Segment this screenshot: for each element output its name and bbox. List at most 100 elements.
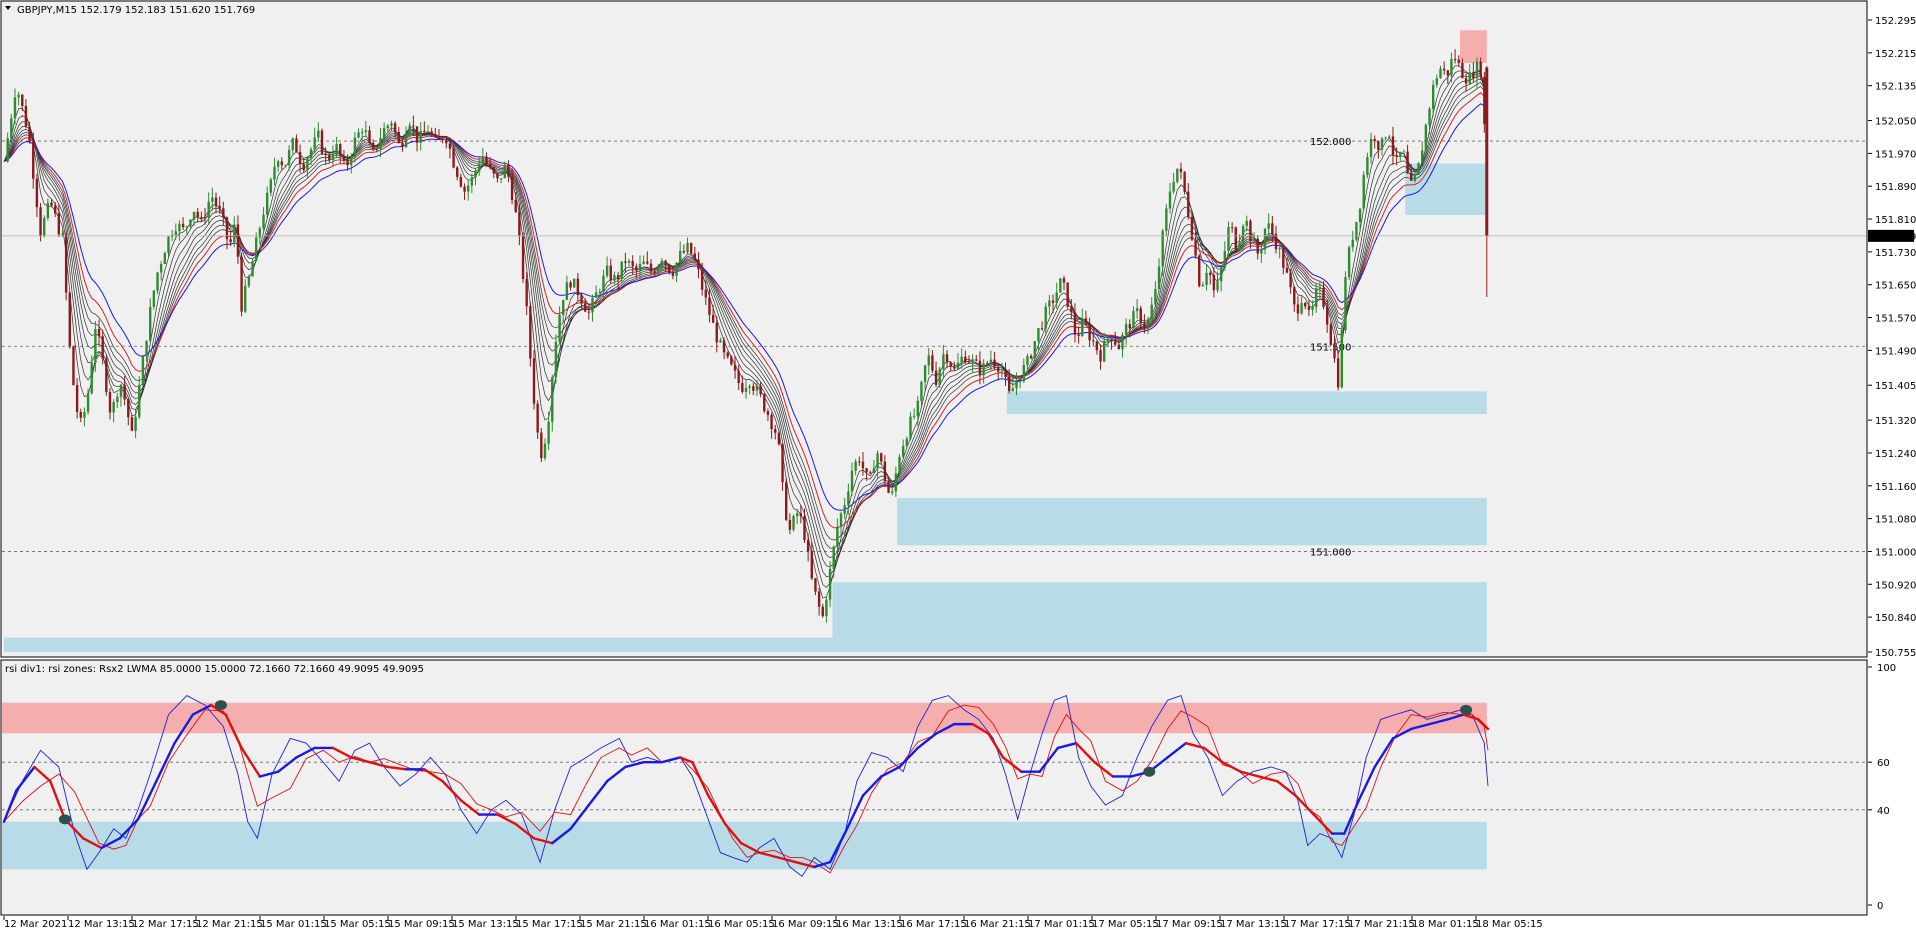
candle-body <box>448 143 452 149</box>
candle-body <box>839 513 843 527</box>
candle-body <box>1417 163 1420 175</box>
candle-body <box>393 123 397 132</box>
price-axis-label: 151.240 <box>1875 449 1916 460</box>
candle-body <box>1066 282 1069 307</box>
candle-body <box>430 131 433 134</box>
time-axis-label: 16 Mar 09:15 <box>772 919 839 930</box>
price-axis-label: 150.755 <box>1875 648 1916 659</box>
candle-body <box>503 164 506 179</box>
price-axis-label: 151.730 <box>1875 248 1916 259</box>
candle-body <box>1336 358 1340 388</box>
candle-body <box>57 213 61 235</box>
candle-body <box>75 385 79 413</box>
candle-body <box>211 197 214 202</box>
candle-body <box>17 94 20 98</box>
candle-body <box>945 354 949 363</box>
candle-body <box>514 199 517 213</box>
rsi-slow-segment <box>81 837 103 850</box>
candle-body <box>638 264 642 271</box>
candle-body <box>1124 324 1128 335</box>
rsi-slow-segment <box>1446 713 1465 721</box>
candle-body <box>971 359 974 363</box>
candle-body <box>324 153 327 155</box>
candle-body <box>434 133 437 137</box>
candle-body <box>412 125 415 127</box>
candle-body <box>1391 136 1395 156</box>
candle-body <box>825 599 828 617</box>
time-axis-label: 17 Mar 09:15 <box>1156 919 1223 930</box>
candle-body <box>112 402 115 413</box>
candle-body <box>196 211 199 217</box>
candle-body <box>573 278 576 288</box>
candle-body <box>72 346 75 386</box>
candle-body <box>108 392 112 413</box>
candle-body <box>763 394 766 412</box>
time-axis-label: 15 Mar 13:15 <box>452 919 519 930</box>
candle-body <box>130 417 134 431</box>
candle-body <box>1369 139 1373 158</box>
candle-body <box>1029 356 1033 359</box>
candle-body <box>1139 308 1142 324</box>
candle-body <box>335 144 338 155</box>
candle-body <box>536 403 539 433</box>
candle-body <box>583 303 587 312</box>
candle-body <box>865 468 868 473</box>
rsi-slow-segment <box>191 703 213 716</box>
candle-body <box>1165 208 1168 231</box>
candle-body <box>10 118 13 139</box>
candle-body <box>1059 278 1062 293</box>
price-axis: 152.295 152.215 152.135 152.050 151.970 151.8… <box>1868 16 1916 659</box>
candle-body <box>276 161 280 167</box>
candle-body <box>309 149 313 159</box>
candle-body <box>777 432 781 445</box>
candle-body <box>1209 272 1212 275</box>
candle-body <box>587 311 591 313</box>
rsi-slow-segment <box>514 822 536 840</box>
candle-body <box>1263 228 1267 250</box>
candle-body <box>214 197 218 206</box>
candle-body <box>174 231 177 235</box>
candle-body <box>1037 328 1040 341</box>
candle-body <box>1238 243 1241 250</box>
candle-body <box>529 306 532 359</box>
candle-body <box>774 429 777 433</box>
rsi-slow-segment <box>551 827 572 845</box>
candle-body <box>689 243 693 254</box>
candle-body <box>554 341 558 378</box>
candle-body <box>1234 227 1237 250</box>
candle-body <box>934 370 938 385</box>
time-axis-label: 15 Mar 05:15 <box>324 919 391 930</box>
candle-body <box>799 513 803 517</box>
candle-body <box>1461 63 1464 79</box>
candle-body <box>708 297 711 315</box>
candle-body <box>810 551 813 579</box>
candle-body <box>858 461 861 463</box>
candle-body <box>306 158 309 171</box>
candle-body <box>350 157 353 165</box>
candle-body <box>123 384 126 400</box>
candle-body <box>975 359 978 361</box>
candle-body <box>627 260 631 263</box>
rsi-slow-segment <box>624 761 645 769</box>
candle-body <box>225 217 229 240</box>
candle-body <box>927 355 930 366</box>
candle-body <box>1026 356 1029 365</box>
time-axis-label: 15 Mar 17:15 <box>516 919 583 930</box>
triangle-down-icon[interactable] <box>5 6 11 10</box>
candle-body <box>869 472 872 474</box>
candle-body <box>346 160 349 165</box>
candle-body <box>1267 223 1270 229</box>
candle-body <box>525 279 528 307</box>
rsi-pane <box>0 659 1868 916</box>
candle-body <box>1347 247 1351 278</box>
candle-body <box>1315 288 1318 308</box>
rsi-slow-segment <box>136 780 158 821</box>
candle-body <box>741 383 744 392</box>
candle-body <box>905 438 909 446</box>
rsi-slow-segment <box>496 813 517 826</box>
candle-body <box>361 132 364 134</box>
price-level-lines: 152.000 151.500 151.000 <box>2 137 1866 558</box>
time-axis-label: 15 Mar 09:15 <box>388 919 455 930</box>
candle-body <box>920 381 923 401</box>
